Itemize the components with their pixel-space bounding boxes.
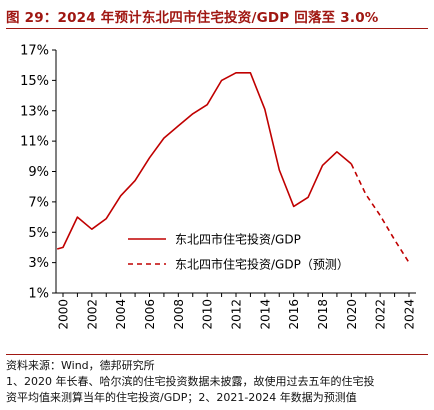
y-tick-label: 3% [28,256,49,271]
y-tick-label: 9% [28,165,49,180]
source-note: 资料来源：Wind，德邦研究所 [6,359,155,372]
y-tick-label: 17% [20,44,49,59]
footnote-line-2: 资平均值来测算当年的住宅投资/GDP；2、2021-2024 年数据为预测值 [6,391,357,404]
y-tick-label: 5% [28,226,49,241]
x-tick-label: 2004 [114,299,128,330]
y-tick-label: 15% [20,74,49,89]
x-tick-label: 2014 [258,299,272,330]
figure-title: 图 29：2024 年预计东北四市住宅投资/GDP 回落至 3.0% [6,10,379,26]
x-tick-label: 2002 [85,299,99,330]
x-tick-label: 2008 [172,299,186,330]
y-tick-label: 1% [28,287,49,302]
x-tick-label: 2012 [230,299,244,330]
x-tick-label: 2022 [374,299,388,330]
x-tick-label: 2020 [345,299,359,330]
x-tick-label: 2000 [57,299,71,330]
x-tick-label: 2006 [143,299,157,330]
legend-label-forecast: 东北四市住宅投资/GDP（预测） [175,257,349,272]
x-tick-label: 2018 [316,299,330,330]
series-line-forecast [350,163,410,264]
plot-area: 1% 3% 5% 7% 9% 11% 13% 15% 17% 2000 2002 2004 2006 20… [20,44,416,330]
footnote-line-1: 1、2020 年长春、哈尔滨的住宅投资数据未披露，故使用过去五年的住宅投 [6,375,375,388]
line-chart: 1% 3% 5% 7% 9% 11% 13% 15% 17% 2000 2002 2004 2006 20… [20,44,416,330]
y-tick-label: 11% [20,135,49,150]
y-tick-label: 7% [28,195,49,210]
x-tick-label: 2016 [287,299,301,330]
legend-label-actual: 东北四市住宅投资/GDP [175,232,301,247]
x-tick-label: 2024 [403,299,417,330]
y-tick-label: 13% [20,104,49,119]
footnote-rule [6,354,428,355]
title-rule [6,28,428,29]
series-line-actual [56,71,352,250]
x-tick-label: 2010 [201,299,215,330]
